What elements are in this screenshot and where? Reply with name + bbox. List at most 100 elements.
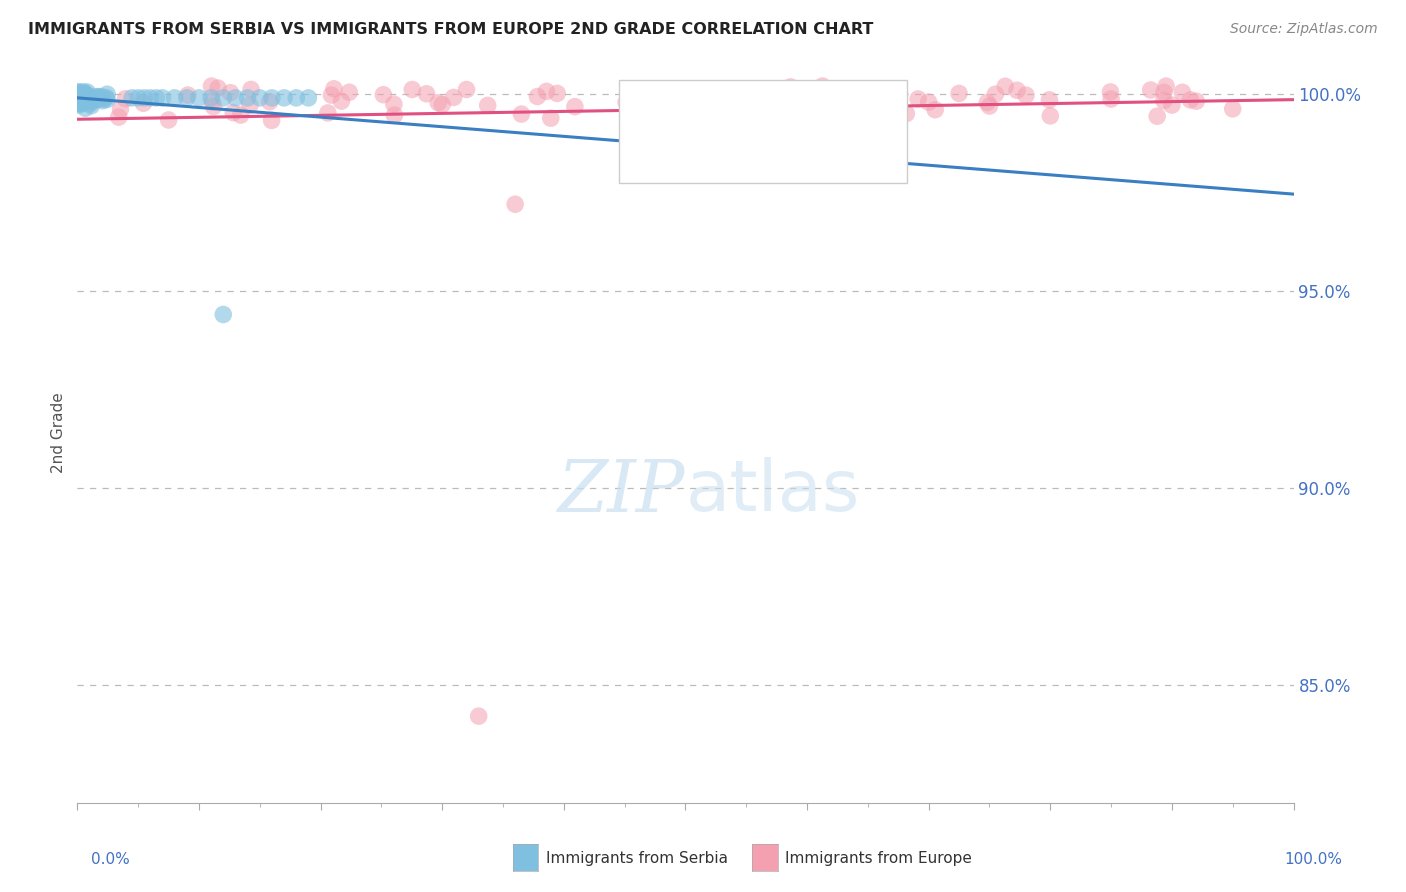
Immigrants from Europe bbox=[704, 102, 727, 116]
Immigrants from Serbia bbox=[67, 98, 90, 112]
Immigrants from Serbia bbox=[69, 92, 91, 106]
Immigrants from Europe bbox=[1139, 83, 1161, 97]
Immigrants from Serbia bbox=[67, 89, 90, 103]
Immigrants from Serbia bbox=[80, 99, 103, 113]
Immigrants from Europe bbox=[896, 106, 918, 120]
Immigrants from Europe bbox=[456, 82, 478, 96]
Immigrants from Europe bbox=[780, 83, 803, 97]
Immigrants from Europe bbox=[735, 106, 758, 120]
Immigrants from Serbia bbox=[87, 92, 110, 106]
Immigrants from Serbia bbox=[67, 87, 90, 101]
Immigrants from Europe bbox=[427, 95, 450, 110]
Immigrants from Europe bbox=[222, 105, 245, 120]
Immigrants from Europe bbox=[260, 113, 283, 128]
Immigrants from Europe bbox=[856, 102, 879, 116]
Immigrants from Europe bbox=[1038, 93, 1060, 107]
Immigrants from Serbia bbox=[72, 93, 94, 107]
Immigrants from Serbia bbox=[69, 93, 91, 107]
Immigrants from Serbia bbox=[77, 93, 100, 107]
Immigrants from Serbia bbox=[69, 95, 91, 110]
Immigrants from Europe bbox=[614, 95, 637, 110]
Immigrants from Serbia bbox=[67, 89, 90, 103]
Immigrants from Serbia bbox=[176, 91, 198, 105]
Immigrants from Europe bbox=[976, 95, 998, 110]
Text: atlas: atlas bbox=[686, 458, 860, 526]
Immigrants from Serbia bbox=[67, 86, 90, 100]
Immigrants from Serbia bbox=[236, 91, 259, 105]
Immigrants from Serbia bbox=[69, 93, 91, 107]
Immigrants from Serbia bbox=[72, 93, 94, 107]
Immigrants from Serbia bbox=[96, 87, 118, 102]
Immigrants from Europe bbox=[779, 79, 801, 94]
Immigrants from Europe bbox=[564, 100, 586, 114]
Immigrants from Serbia bbox=[145, 91, 167, 105]
Immigrants from Europe bbox=[725, 107, 748, 121]
Immigrants from Serbia bbox=[91, 94, 114, 108]
Immigrants from Europe bbox=[330, 94, 353, 108]
Immigrants from Europe bbox=[907, 92, 929, 106]
Immigrants from Serbia bbox=[72, 87, 94, 101]
Immigrants from Serbia bbox=[70, 87, 93, 101]
Immigrants from Europe bbox=[107, 110, 129, 124]
Immigrants from Europe bbox=[1146, 109, 1168, 123]
Text: Immigrants from Serbia: Immigrants from Serbia bbox=[546, 851, 727, 865]
Immigrants from Serbia bbox=[76, 85, 98, 99]
Text: Source: ZipAtlas.com: Source: ZipAtlas.com bbox=[1230, 22, 1378, 37]
Immigrants from Serbia bbox=[75, 91, 97, 105]
Immigrants from Europe bbox=[510, 107, 533, 121]
Immigrants from Serbia bbox=[67, 92, 90, 106]
Immigrants from Europe bbox=[443, 90, 465, 104]
Immigrants from Serbia bbox=[273, 91, 295, 105]
Text: 100.0%: 100.0% bbox=[1285, 852, 1343, 867]
Immigrants from Europe bbox=[644, 105, 666, 120]
Immigrants from Europe bbox=[1185, 94, 1208, 108]
Immigrants from Europe bbox=[207, 81, 229, 95]
Immigrants from Europe bbox=[401, 82, 423, 96]
Immigrants from Serbia bbox=[139, 91, 162, 105]
Immigrants from Europe bbox=[467, 709, 489, 723]
Immigrants from Europe bbox=[1153, 94, 1175, 108]
Immigrants from Serbia bbox=[82, 94, 104, 108]
Immigrants from Europe bbox=[323, 82, 346, 96]
Immigrants from Serbia bbox=[75, 87, 97, 102]
Immigrants from Europe bbox=[796, 94, 818, 108]
Immigrants from Europe bbox=[1171, 85, 1194, 99]
Immigrants from Europe bbox=[157, 112, 180, 127]
Immigrants from Serbia bbox=[83, 92, 105, 106]
Immigrants from Europe bbox=[1015, 88, 1038, 103]
Immigrants from Serbia bbox=[79, 94, 101, 108]
Immigrants from Serbia bbox=[285, 91, 308, 105]
Immigrants from Europe bbox=[177, 88, 200, 103]
Immigrants from Serbia bbox=[91, 92, 114, 106]
Immigrants from Serbia bbox=[67, 90, 90, 104]
Immigrants from Europe bbox=[1005, 83, 1028, 97]
Immigrants from Serbia bbox=[152, 91, 174, 105]
Immigrants from Europe bbox=[202, 100, 225, 114]
Immigrants from Europe bbox=[984, 87, 1007, 102]
Immigrants from Serbia bbox=[90, 89, 112, 103]
Immigrants from Serbia bbox=[70, 95, 93, 110]
Immigrants from Europe bbox=[337, 85, 360, 99]
Immigrants from Europe bbox=[382, 97, 405, 112]
Immigrants from Serbia bbox=[134, 91, 156, 105]
Immigrants from Europe bbox=[536, 84, 558, 98]
Immigrants from Europe bbox=[1180, 93, 1202, 107]
Immigrants from Europe bbox=[1153, 85, 1175, 99]
Immigrants from Serbia bbox=[69, 91, 91, 105]
Immigrants from Europe bbox=[201, 95, 224, 109]
Immigrants from Serbia bbox=[86, 90, 108, 104]
Immigrants from Serbia bbox=[260, 91, 283, 105]
Immigrants from Serbia bbox=[72, 85, 94, 99]
Immigrants from Europe bbox=[526, 89, 548, 103]
Immigrants from Serbia bbox=[69, 90, 91, 104]
Immigrants from Europe bbox=[240, 82, 263, 96]
Immigrants from Europe bbox=[415, 87, 437, 101]
Immigrants from Europe bbox=[132, 96, 155, 111]
Immigrants from Europe bbox=[669, 95, 692, 109]
Text: Immigrants from Europe: Immigrants from Europe bbox=[785, 851, 972, 865]
Immigrants from Serbia bbox=[67, 87, 90, 102]
Immigrants from Europe bbox=[786, 84, 808, 98]
Immigrants from Serbia bbox=[163, 91, 186, 105]
Immigrants from Europe bbox=[994, 79, 1017, 94]
Immigrants from Serbia bbox=[67, 92, 90, 106]
